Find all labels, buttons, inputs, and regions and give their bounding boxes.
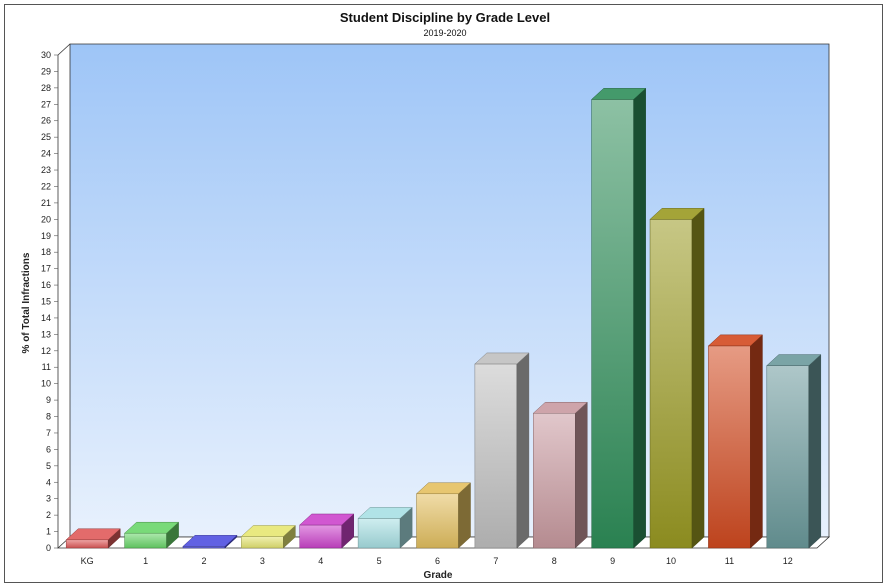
bar-front — [241, 536, 284, 549]
y-tick-label: 17 — [41, 264, 51, 274]
bar-top — [65, 528, 121, 541]
y-tick-label: 7 — [46, 428, 51, 438]
bar-11 — [707, 334, 764, 549]
y-tick-label: 8 — [46, 412, 51, 422]
bar-top — [123, 521, 180, 534]
y-tick-label: 12 — [41, 346, 51, 356]
bar-top — [474, 352, 530, 365]
y-tick-label: 3 — [46, 494, 51, 504]
bar-front — [65, 539, 109, 549]
bar-front — [708, 345, 751, 549]
y-tick-label: 25 — [41, 132, 51, 142]
x-tick-label: 12 — [783, 556, 793, 566]
bar-front — [591, 99, 634, 549]
bar-top — [591, 88, 647, 100]
bar-top — [649, 208, 705, 220]
bar-front — [533, 412, 576, 549]
x-axis-label: Grade — [424, 570, 453, 581]
bar-top — [766, 354, 822, 366]
y-tick-label: 21 — [41, 198, 51, 208]
chart-frame: Student Discipline by Grade Level 2019-2… — [4, 4, 883, 583]
y-tick-label: 15 — [41, 297, 51, 307]
bar-8 — [532, 401, 588, 549]
bar-6 — [415, 482, 472, 549]
bar-side — [458, 482, 471, 549]
x-tick-label: KG — [81, 556, 94, 566]
y-tick-label: 23 — [41, 165, 51, 175]
x-tick-label: 11 — [725, 556, 734, 566]
y-tick-label: 4 — [46, 477, 51, 487]
bar-side — [808, 354, 822, 549]
y-tick-label: 29 — [41, 66, 51, 76]
bar-10 — [649, 207, 705, 549]
bar-top — [357, 507, 413, 519]
bar-front — [357, 518, 401, 549]
bar-top — [299, 513, 355, 526]
y-tick-label: 11 — [42, 362, 51, 372]
x-tick-label: 3 — [260, 556, 265, 566]
chart-subtitle: 2019-2020 — [423, 28, 466, 38]
x-tick-label: 9 — [610, 556, 615, 566]
y-tick-label: 9 — [46, 395, 51, 405]
bar-5 — [357, 506, 413, 549]
x-tick-label: 5 — [377, 556, 382, 566]
y-tick-label: 18 — [41, 247, 51, 257]
y-tick-label: 22 — [41, 181, 51, 191]
y-tick-label: 13 — [41, 329, 51, 339]
x-tick-label: 4 — [318, 556, 323, 566]
y-tick-label: 5 — [46, 461, 51, 471]
chart-title: Student Discipline by Grade Level — [340, 10, 550, 25]
bar-front — [649, 219, 693, 549]
y-tick-label: 30 — [41, 50, 51, 60]
y-tick-label: 24 — [41, 149, 51, 159]
x-axis: KG 1 2 3 4 5 6 7 8 9 10 11 12 — [81, 556, 793, 566]
y-tick-label: 16 — [41, 280, 51, 290]
bar-2 — [182, 534, 238, 549]
bar-4 — [299, 513, 355, 549]
y-tick-label: 14 — [41, 313, 51, 323]
bar-top — [707, 334, 764, 347]
bar-chart: Student Discipline by Grade Level 2019-2… — [21, 10, 831, 581]
bar-9 — [591, 87, 647, 549]
x-tick-label: 1 — [143, 556, 148, 566]
x-tick-label: 8 — [552, 556, 557, 566]
bar-12 — [766, 354, 822, 549]
bar-side — [750, 334, 763, 549]
y-tick-label: 26 — [41, 116, 51, 126]
bar-side — [633, 87, 646, 549]
y-tick-label: 1 — [46, 527, 51, 537]
y-tick-label: 2 — [46, 510, 51, 520]
x-tick-label: 2 — [201, 556, 206, 566]
y-tick-label: 19 — [41, 231, 51, 241]
bar-front — [124, 532, 167, 549]
y-tick-label: 27 — [41, 99, 51, 109]
y-tick-label: 28 — [41, 83, 51, 93]
x-tick-label: 10 — [666, 556, 676, 566]
bar-7 — [474, 352, 530, 549]
x-tick-label: 7 — [493, 556, 498, 566]
y-tick-label: 10 — [41, 379, 51, 389]
y-tick-label: 20 — [41, 214, 51, 224]
bar-front — [766, 365, 810, 549]
y-axis-label: % of Total Infractions — [21, 252, 32, 353]
bar-top — [182, 535, 238, 547]
bar-top — [415, 482, 472, 495]
bar-front — [474, 363, 518, 549]
bar-front — [299, 524, 342, 549]
y-axis: 0123456789101112131415161718192021222324… — [41, 50, 58, 553]
bar-side — [691, 207, 705, 549]
bar-top — [532, 401, 588, 414]
bar-KG — [65, 528, 121, 549]
bars — [65, 87, 822, 549]
bar-1 — [123, 521, 180, 549]
bar-top — [240, 525, 296, 537]
y-tick-label: 0 — [46, 543, 51, 553]
bar-side — [516, 352, 530, 549]
bar-side — [575, 401, 588, 549]
bar-front — [416, 493, 459, 549]
x-tick-label: 6 — [435, 556, 440, 566]
y-tick-label: 6 — [46, 444, 51, 454]
bar-3 — [240, 524, 296, 549]
